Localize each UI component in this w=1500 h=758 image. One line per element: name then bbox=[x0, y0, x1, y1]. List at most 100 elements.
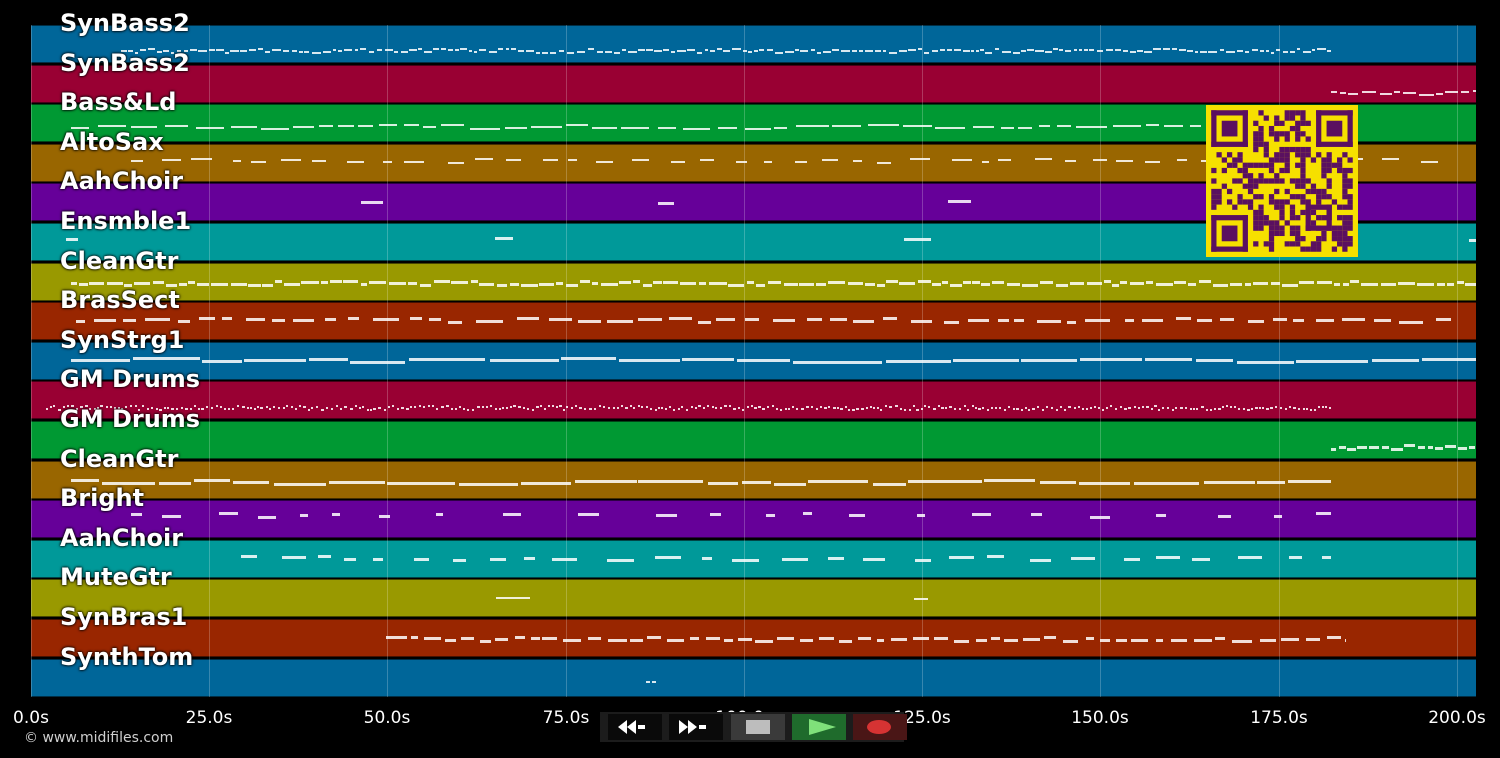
note-mark bbox=[1124, 557, 1141, 561]
qr-module bbox=[1295, 131, 1301, 137]
note-mark bbox=[1251, 49, 1259, 51]
note-mark bbox=[502, 513, 521, 517]
note-mark bbox=[408, 357, 486, 361]
note-mark bbox=[914, 598, 928, 601]
note-mark bbox=[1110, 405, 1113, 408]
qr-module bbox=[1347, 194, 1353, 200]
note-mark bbox=[670, 160, 685, 163]
stop-button[interactable] bbox=[731, 714, 785, 740]
qr-module bbox=[1284, 110, 1290, 116]
qr-module bbox=[1347, 178, 1353, 184]
note-mark bbox=[387, 406, 391, 409]
note-strip bbox=[31, 26, 1476, 62]
note-mark bbox=[1086, 281, 1102, 285]
qr-module bbox=[1274, 230, 1280, 237]
note-mark bbox=[232, 408, 235, 411]
qr-module bbox=[1279, 120, 1285, 126]
note-mark bbox=[233, 480, 270, 484]
note-mark bbox=[715, 407, 718, 410]
note-mark bbox=[1153, 48, 1161, 50]
note-strip bbox=[31, 382, 1476, 418]
note-mark bbox=[729, 405, 732, 408]
qr-module bbox=[1347, 225, 1353, 231]
note-mark bbox=[1133, 481, 1200, 485]
note-mark bbox=[598, 405, 602, 408]
note-mark bbox=[704, 49, 709, 51]
note-mark bbox=[1317, 406, 1321, 409]
note-mark bbox=[1203, 480, 1255, 484]
note-mark bbox=[677, 50, 686, 52]
note-mark bbox=[723, 639, 734, 642]
note-mark bbox=[1065, 159, 1077, 162]
note-mark bbox=[949, 283, 962, 287]
note-mark bbox=[1255, 407, 1259, 410]
play-button[interactable] bbox=[792, 714, 846, 740]
note-mark bbox=[694, 407, 697, 410]
note-mark bbox=[1068, 406, 1072, 409]
qr-module bbox=[1253, 162, 1259, 168]
note-mark bbox=[773, 319, 795, 323]
note-mark bbox=[458, 482, 519, 486]
note-mark bbox=[796, 125, 829, 128]
note-mark bbox=[791, 406, 794, 409]
note-mark bbox=[408, 281, 418, 285]
record-button[interactable] bbox=[853, 714, 907, 740]
note-mark bbox=[470, 279, 478, 283]
qr-module bbox=[1326, 178, 1332, 184]
note-mark bbox=[93, 319, 117, 323]
note-mark bbox=[1245, 51, 1250, 53]
note-mark bbox=[637, 49, 645, 51]
note-mark bbox=[594, 408, 597, 411]
note-mark bbox=[837, 407, 840, 410]
note-mark bbox=[124, 406, 128, 409]
note-mark bbox=[1437, 282, 1446, 286]
track-lane bbox=[31, 302, 1476, 341]
note-mark bbox=[1078, 49, 1083, 51]
note-mark bbox=[183, 50, 188, 52]
qr-module bbox=[1316, 188, 1322, 195]
fast-forward-button[interactable] bbox=[669, 714, 723, 740]
note-mark bbox=[741, 480, 772, 484]
note-mark bbox=[349, 408, 353, 411]
qr-module bbox=[1279, 199, 1285, 205]
note-mark bbox=[1237, 50, 1243, 52]
note-mark bbox=[632, 158, 650, 161]
note-mark bbox=[840, 408, 843, 411]
note-mark bbox=[373, 408, 376, 411]
qr-module bbox=[1347, 167, 1353, 174]
note-mark bbox=[1001, 51, 1011, 53]
note-mark bbox=[1321, 406, 1324, 409]
note-mark bbox=[188, 280, 195, 284]
note-mark bbox=[756, 283, 766, 287]
note-mark bbox=[450, 280, 469, 284]
note-mark bbox=[286, 405, 289, 408]
note-mark bbox=[1275, 406, 1278, 409]
qr-module bbox=[1295, 194, 1301, 200]
qr-module bbox=[1242, 173, 1248, 179]
note-mark bbox=[261, 283, 274, 287]
note-mark bbox=[1167, 407, 1170, 410]
qr-module bbox=[1289, 110, 1296, 116]
note-mark bbox=[343, 557, 357, 561]
rewind-button[interactable] bbox=[608, 714, 662, 740]
note-mark bbox=[155, 408, 158, 411]
note-mark bbox=[655, 514, 677, 518]
note-mark bbox=[771, 405, 774, 408]
time-tick-label: 150.0s bbox=[1071, 708, 1129, 728]
qr-module bbox=[1321, 194, 1327, 200]
qr-module bbox=[1242, 167, 1248, 174]
note-mark bbox=[619, 280, 631, 284]
note-mark bbox=[924, 52, 930, 54]
note-mark bbox=[58, 409, 61, 412]
note-mark bbox=[1020, 50, 1026, 52]
note-mark bbox=[580, 279, 591, 283]
note-mark bbox=[1175, 407, 1178, 410]
note-mark bbox=[299, 514, 308, 518]
note-mark bbox=[681, 357, 735, 361]
note-mark bbox=[404, 160, 425, 163]
qr-module bbox=[1300, 209, 1306, 216]
note-mark bbox=[427, 405, 431, 408]
note-mark bbox=[1283, 51, 1288, 53]
qr-module bbox=[1342, 215, 1348, 221]
qr-module bbox=[1331, 199, 1338, 205]
